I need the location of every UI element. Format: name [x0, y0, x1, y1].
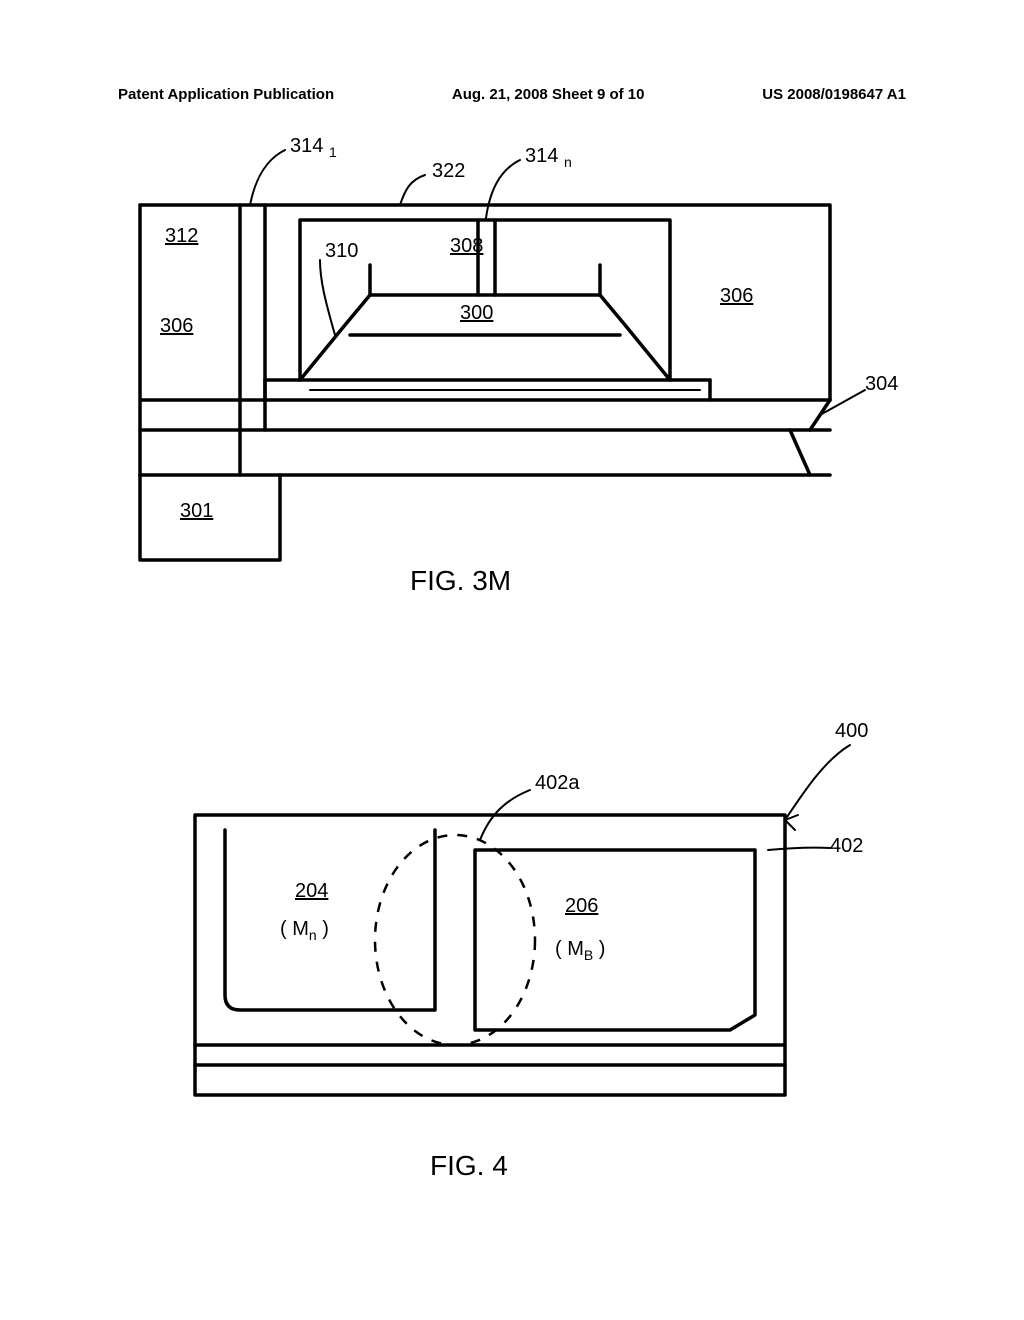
page-header: Patent Application Publication Aug. 21, … — [118, 86, 906, 103]
label-301: 301 — [180, 500, 213, 523]
header-center: Aug. 21, 2008 Sheet 9 of 10 — [452, 86, 645, 103]
label-204: 204 — [295, 880, 328, 903]
label-310: 310 — [325, 240, 358, 263]
figure-4-title: FIG. 4 — [430, 1150, 508, 1182]
label-308: 308 — [450, 235, 483, 258]
figure-3m: 312 306 306 308 300 301 314 1 314 n 322 … — [110, 135, 890, 590]
label-402a: 402a — [535, 772, 580, 795]
label-206: 206 — [565, 895, 598, 918]
label-206-sub: ( MB ) — [555, 938, 605, 963]
label-306-right: 306 — [720, 285, 753, 308]
figure-4-svg — [150, 720, 870, 1190]
label-400: 400 — [835, 720, 868, 743]
label-312: 312 — [165, 225, 198, 248]
label-300: 300 — [460, 302, 493, 325]
header-right: US 2008/0198647 A1 — [762, 86, 906, 103]
figure-3m-title: FIG. 3M — [410, 565, 511, 597]
header-left: Patent Application Publication — [118, 86, 334, 103]
label-314-n: 314 n — [525, 145, 572, 170]
figure-3m-svg — [110, 135, 890, 590]
label-304: 304 — [865, 373, 898, 396]
label-322: 322 — [432, 160, 465, 183]
figure-4: 204 ( Mn ) 206 ( MB ) 400 402 402a FIG. … — [150, 720, 870, 1190]
label-306-left: 306 — [160, 315, 193, 338]
label-402: 402 — [830, 835, 863, 858]
label-314-1: 314 1 — [290, 135, 337, 160]
label-204-sub: ( Mn ) — [280, 918, 329, 943]
